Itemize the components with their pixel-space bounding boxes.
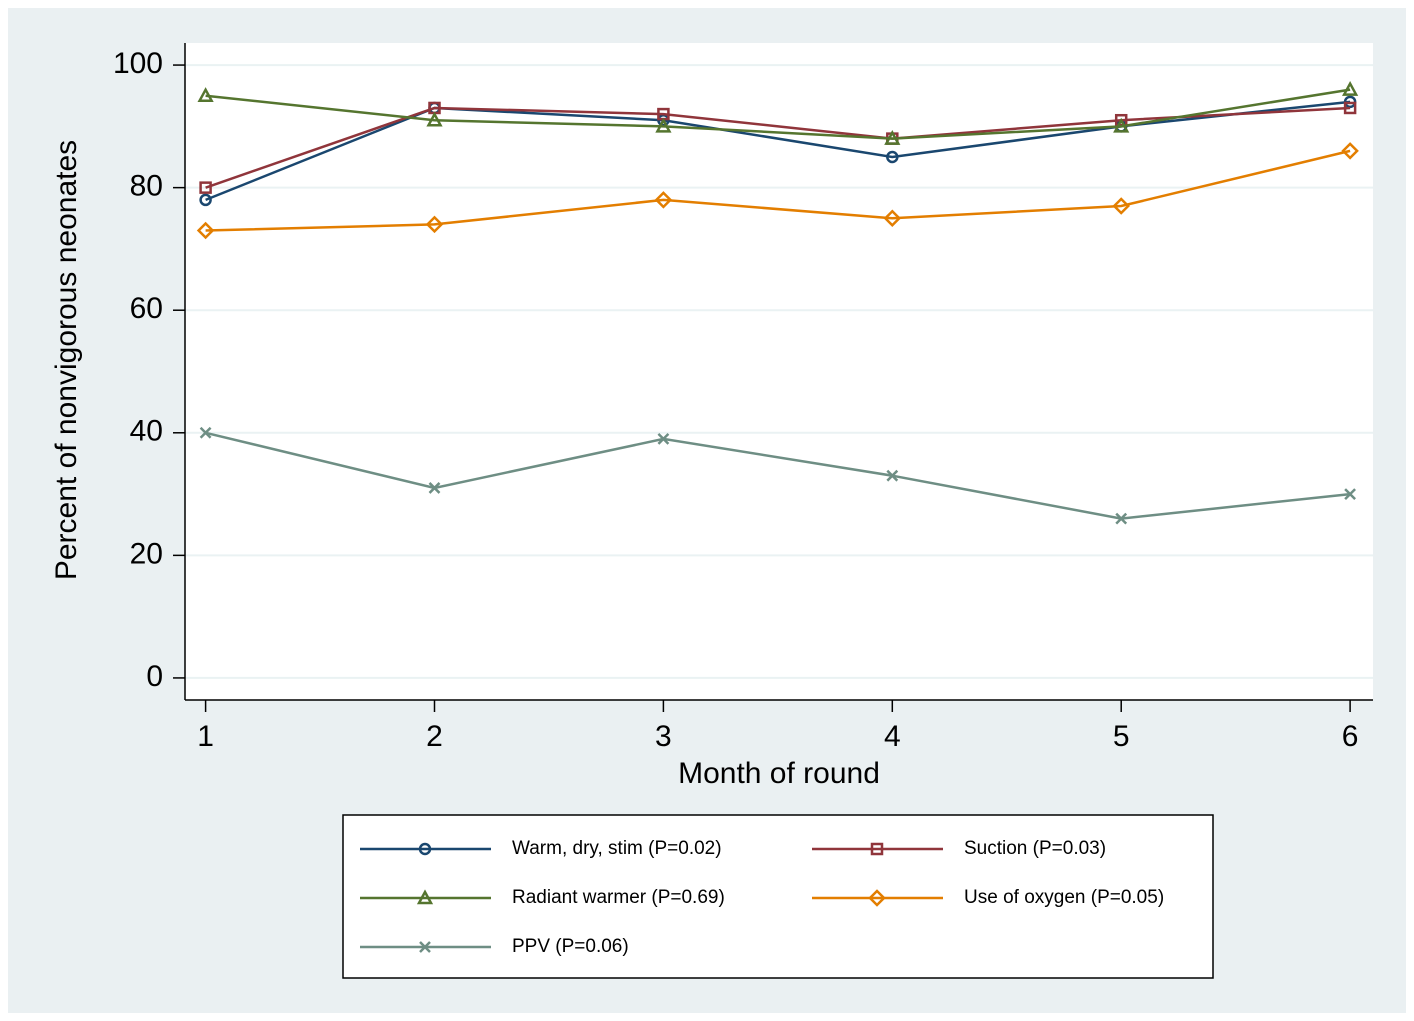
marker [199,181,212,194]
marker [1112,197,1130,215]
x-tick-label: 1 [197,720,214,753]
y-axis-title: Percent of nonvigorous neonates [50,140,83,580]
series-line [205,88,1351,140]
marker [883,209,902,228]
marker [1341,142,1359,160]
marker [418,842,432,856]
y-tick-label: 100 [113,47,163,80]
marker [1344,488,1356,500]
marker [1113,117,1130,133]
marker [199,426,212,439]
marker [884,129,901,145]
marker [886,469,899,482]
marker [868,889,886,907]
marker [428,482,441,494]
marker [654,191,673,209]
y-tick-label: 60 [130,292,163,325]
marker [196,221,215,240]
marker [426,111,443,127]
plot-area [185,43,1373,700]
x-tick-label: 3 [655,720,672,753]
y-tick-label: 0 [146,660,163,693]
series-line [205,149,1351,232]
x-tick-label: 4 [884,720,901,753]
x-tick-label: 5 [1113,720,1130,753]
legend-label: Use of oxygen (P=0.05) [964,887,1164,908]
legend-label: Suction (P=0.03) [964,838,1106,859]
marker [1342,80,1359,96]
y-tick-label: 20 [130,537,163,570]
marker [199,193,212,207]
marker [197,87,214,102]
marker [1343,101,1357,115]
series-line [205,106,1351,189]
marker [1115,512,1128,525]
legend-label: Warm, dry, stim (P=0.02) [512,838,722,859]
marker [425,215,444,234]
marker [416,889,434,905]
marker [657,433,670,445]
marker [419,941,431,953]
series-line [205,100,1351,202]
x-axis-title: Month of round [678,757,880,790]
marker [655,117,672,133]
y-tick-label: 80 [130,170,163,203]
legend-label: PPV (P=0.06) [512,936,629,957]
x-tick-label: 6 [1342,720,1359,753]
series-line [205,431,1351,520]
marker [870,842,884,856]
legend-label: Radiant warmer (P=0.69) [512,887,725,908]
marker [886,150,899,164]
legend [342,814,1214,979]
x-tick-label: 2 [426,720,443,753]
y-tick-label: 40 [130,415,163,448]
